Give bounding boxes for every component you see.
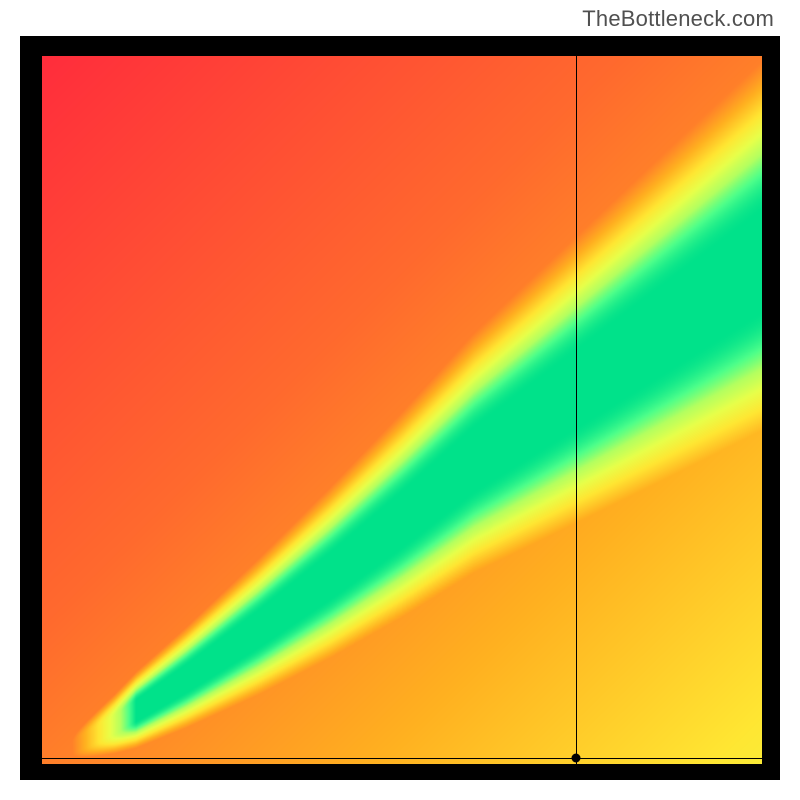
plot-frame — [20, 36, 780, 780]
crosshair-vertical — [576, 56, 577, 764]
crosshair-marker — [572, 754, 581, 763]
heatmap-canvas — [42, 56, 762, 764]
plot-area — [42, 56, 762, 764]
crosshair-horizontal — [42, 758, 762, 759]
watermark-text: TheBottleneck.com — [582, 6, 774, 32]
